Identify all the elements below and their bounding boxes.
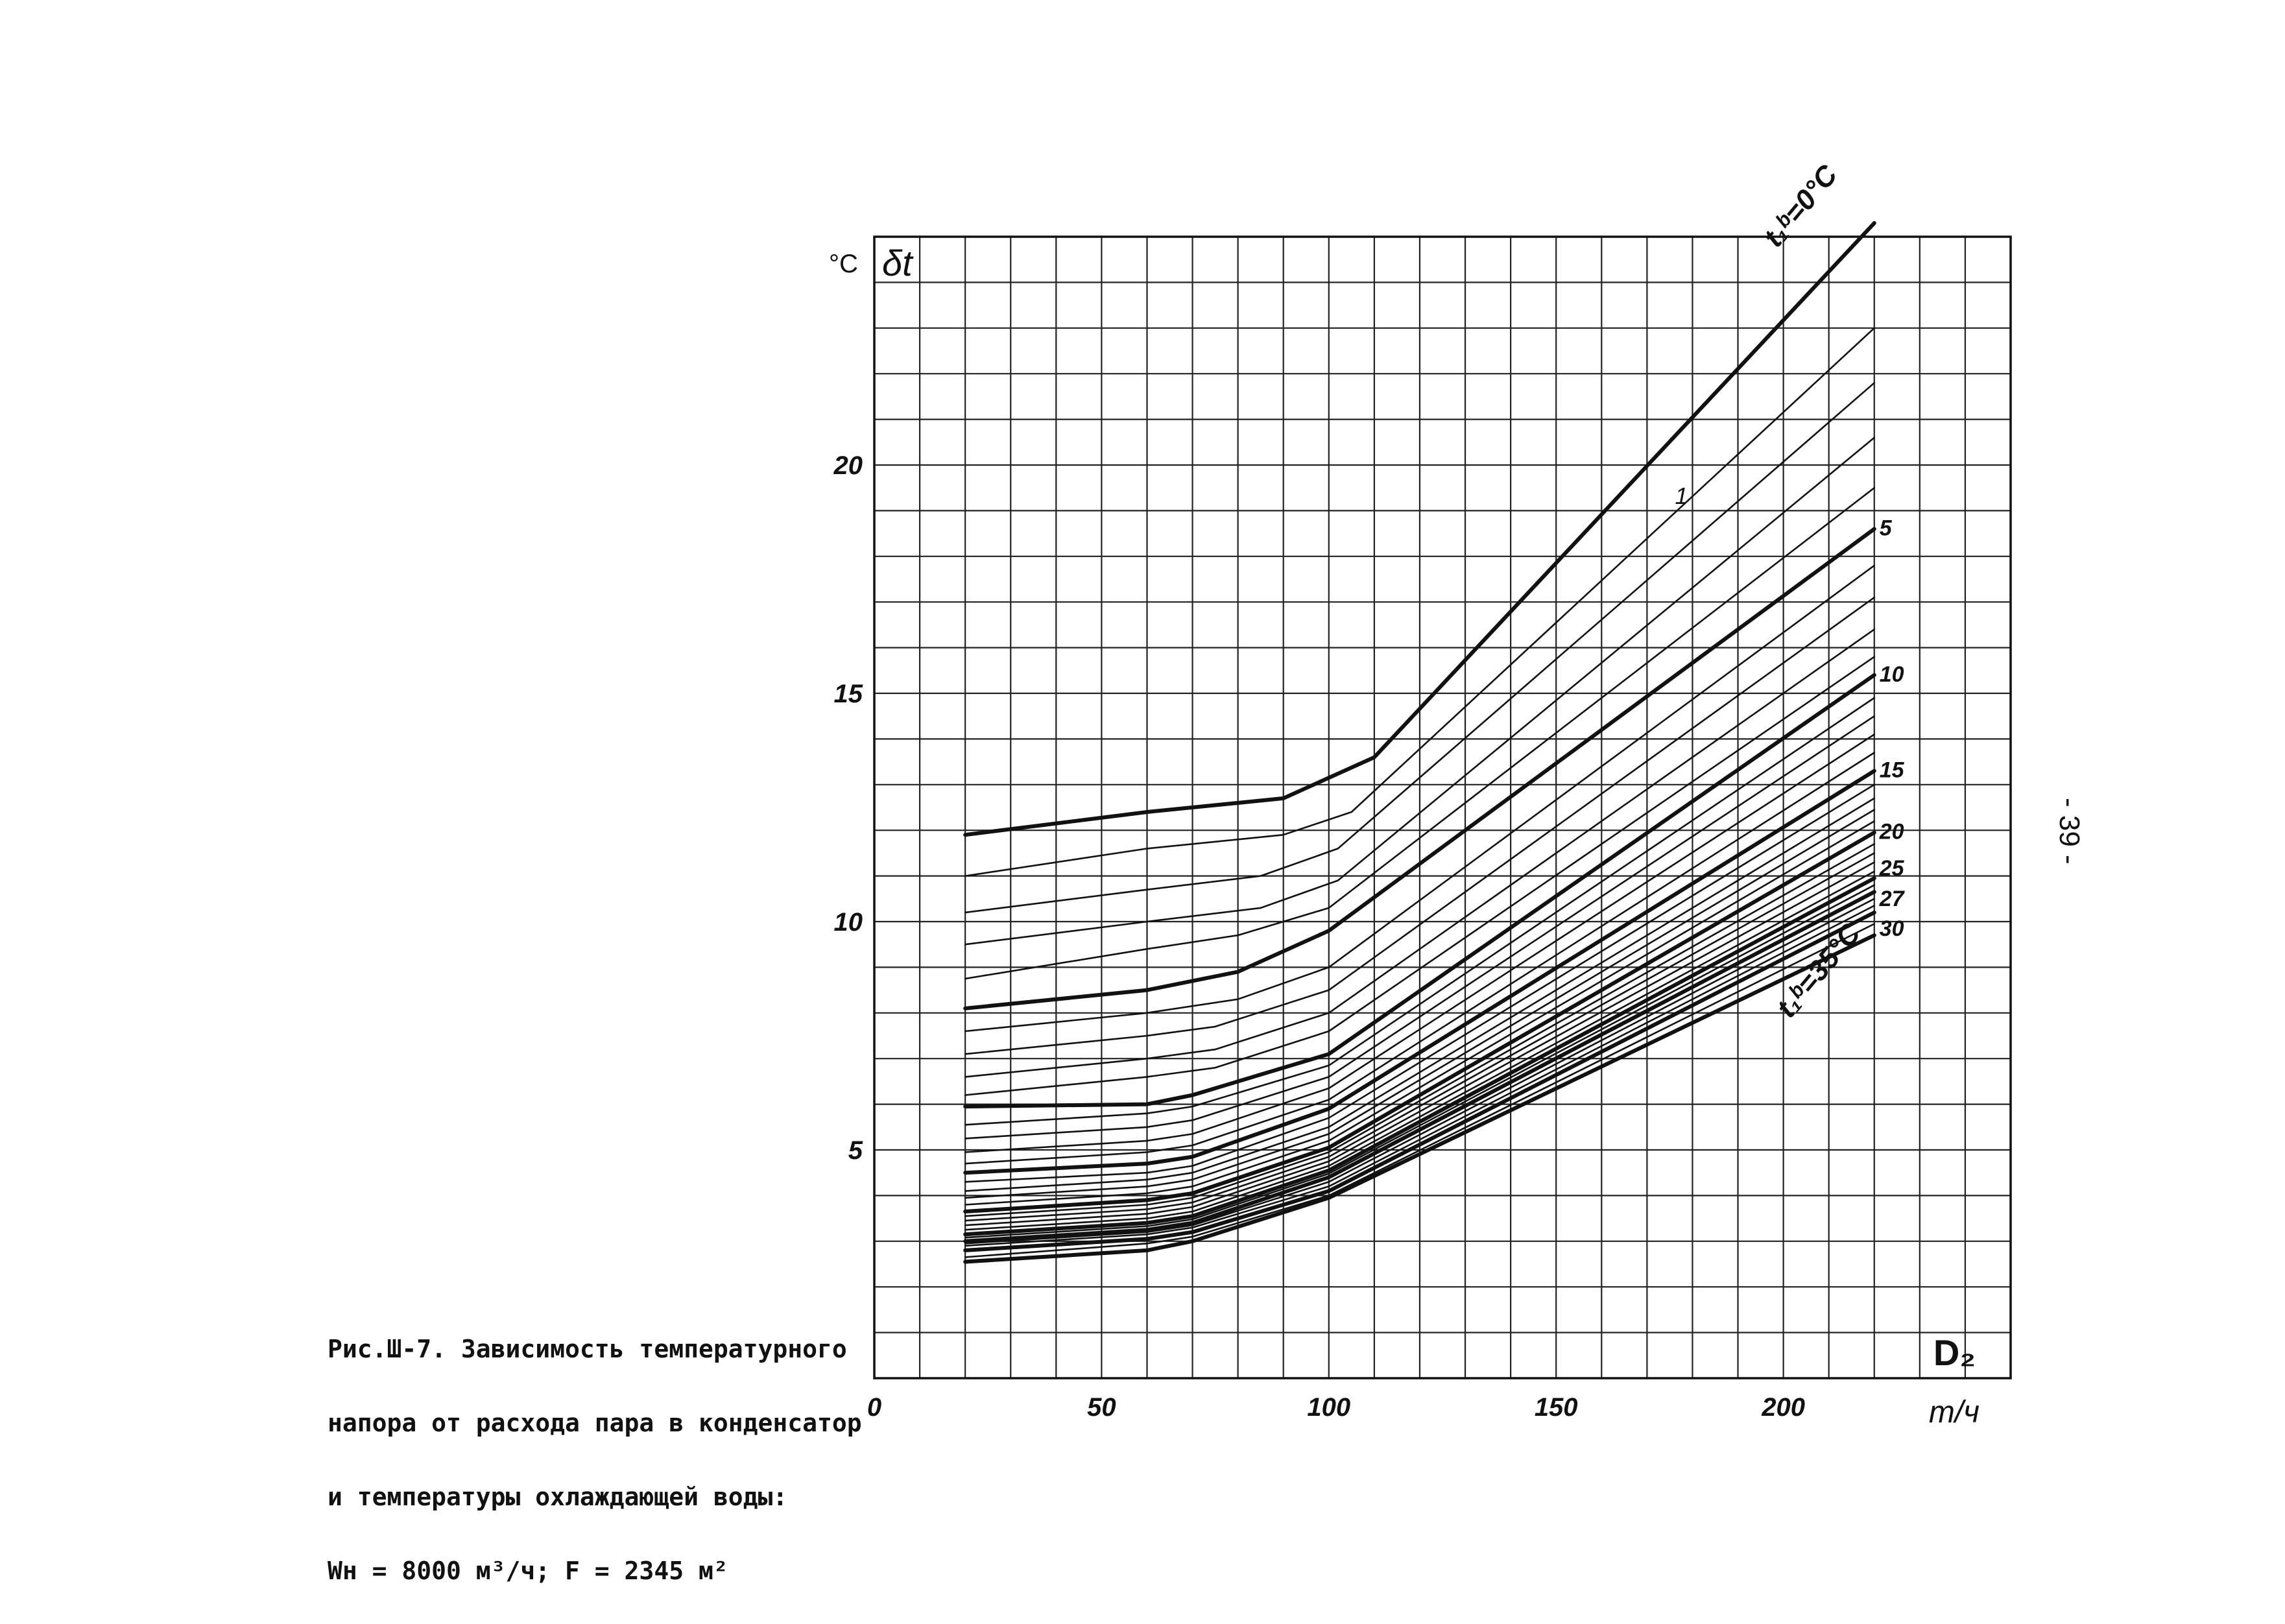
caption-line-2: напора от расхода пара в конденсатор (328, 1409, 862, 1437)
plot-frame (873, 235, 2012, 1379)
curve-t7 (964, 596, 1876, 1055)
curve-t10 (963, 673, 1876, 1109)
curve-t0 (963, 221, 1876, 837)
curve-t19 (964, 820, 1876, 1206)
x-tick-label: 0 (867, 1393, 881, 1422)
curve-t28 (964, 898, 1876, 1245)
curve-label-t27: 27 (1879, 887, 1906, 911)
curve-t14 (964, 752, 1876, 1165)
y-axis-unit: °C (829, 250, 858, 278)
curve-label-t30: 30 (1880, 916, 1904, 941)
y-tick-label: 15 (834, 680, 863, 708)
curve-label-t20: 20 (1879, 820, 1904, 844)
curve-t35 (963, 933, 1876, 1264)
curve-t16 (964, 783, 1876, 1183)
curve-t8 (964, 628, 1876, 1078)
curve-t18 (964, 809, 1876, 1199)
page-number: - 39 - (2053, 798, 2085, 865)
curve-t20 (963, 830, 1876, 1213)
curve-t32 (964, 923, 1876, 1258)
figure-caption: Рис.Ш-7. Зависимость температурного напо… (328, 1287, 862, 1608)
curve-t13 (964, 734, 1876, 1153)
curve-t26 (964, 884, 1876, 1239)
curve-label-t15: 15 (1880, 758, 1905, 783)
curve-t6 (964, 564, 1876, 1033)
curve-t17 (964, 797, 1876, 1192)
y-tick-label: 5 (848, 1136, 863, 1165)
curve-label-t1: 1 (1675, 483, 1688, 509)
curve-t11 (964, 697, 1876, 1126)
axis-labels: δt °C D₂ т/ч (829, 243, 1980, 1429)
curve-t29 (964, 905, 1876, 1247)
x-axis-label: D₂ (1933, 1332, 1976, 1373)
curves (963, 221, 1876, 1264)
plot-border (873, 235, 2012, 1379)
curve-label-t5: 5 (1880, 516, 1893, 541)
caption-line-4: Wн = 8000 м³/ч; F = 2345 м² (328, 1557, 728, 1585)
curve-t4 (964, 486, 1876, 980)
curve-t9 (964, 656, 1876, 1096)
y-axis-label: δt (882, 243, 914, 283)
curve-label-t25: 25 (1879, 856, 1905, 881)
curve-label-t0: t₁ᵇ=0°C (1758, 159, 1844, 254)
curve-t30 (963, 910, 1876, 1252)
curve-label-t10: 10 (1880, 662, 1904, 687)
curve-t1 (964, 327, 1876, 877)
curve-t2 (964, 381, 1876, 914)
x-axis-unit: т/ч (1929, 1395, 1980, 1429)
caption-line-3: и температуры охлаждающей воды: (328, 1483, 788, 1511)
curve-t23 (964, 861, 1876, 1226)
y-tick-label: 10 (834, 908, 863, 937)
x-tick-label: 50 (1087, 1393, 1116, 1422)
y-tick-label: 20 (833, 451, 863, 480)
curve-t15 (963, 769, 1876, 1175)
curve-t3 (964, 436, 1876, 946)
curve-t21 (964, 843, 1876, 1217)
curve-t25 (963, 876, 1876, 1237)
curve-t22 (964, 852, 1876, 1222)
x-tick-label: 150 (1535, 1393, 1578, 1422)
curve-t24 (964, 870, 1876, 1231)
curve-t12 (964, 715, 1876, 1140)
x-tick-label: 200 (1761, 1393, 1805, 1422)
curve-t27 (963, 890, 1876, 1243)
curve-t5 (963, 527, 1876, 1010)
x-tick-label: 100 (1307, 1393, 1350, 1422)
caption-line-1: Рис.Ш-7. Зависимость температурного (328, 1335, 847, 1363)
tick-labels: 0 50 100 150 200 5 10 15 20 (833, 451, 1805, 1422)
